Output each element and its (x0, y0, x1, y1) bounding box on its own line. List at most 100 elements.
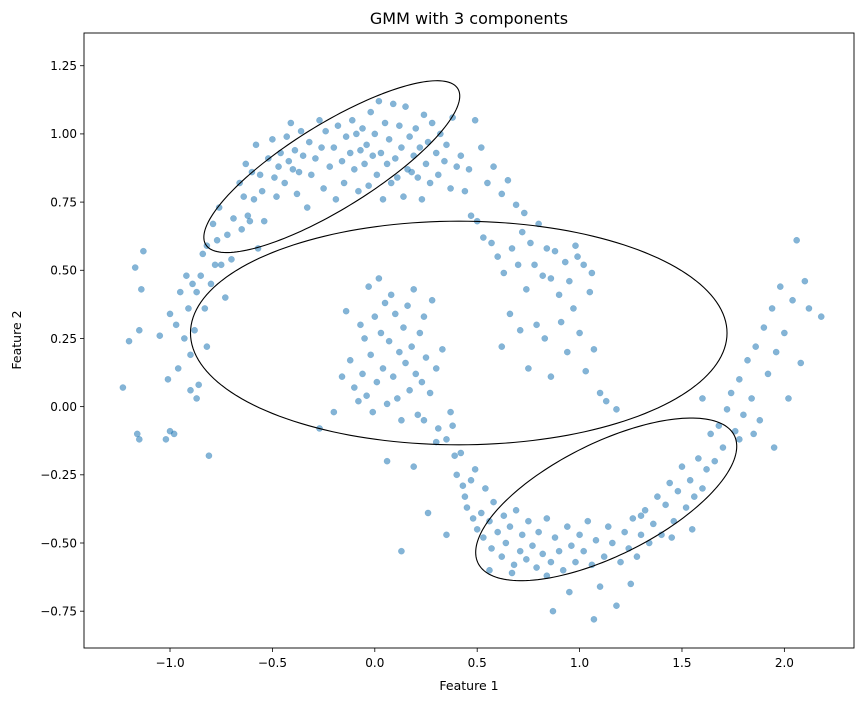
data-point (410, 463, 418, 470)
data-point (735, 376, 743, 383)
data-point (494, 528, 502, 536)
data-point (549, 607, 557, 615)
data-point (305, 138, 313, 146)
y-tick-label: −0.25 (40, 468, 77, 482)
data-point (441, 157, 448, 165)
data-point (164, 376, 172, 383)
data-point (135, 436, 143, 443)
data-point (547, 373, 555, 380)
data-point (414, 174, 422, 181)
data-point (666, 479, 674, 487)
data-point (707, 430, 715, 438)
data-point (381, 119, 389, 127)
data-point (207, 280, 215, 288)
data-point (330, 408, 338, 416)
data-point (213, 236, 221, 244)
data-point (703, 466, 710, 473)
data-point (817, 313, 825, 320)
data-point (459, 482, 467, 490)
data-point (252, 141, 260, 149)
data-point (393, 395, 401, 402)
data-point (533, 564, 540, 571)
data-point (350, 384, 358, 391)
data-point (187, 351, 194, 359)
data-point (246, 217, 254, 225)
data-point (744, 356, 751, 364)
data-point (273, 193, 280, 200)
data-point (750, 430, 758, 438)
data-point (383, 400, 391, 408)
x-tick-label: −0.5 (258, 656, 287, 670)
data-point (172, 321, 180, 329)
data-point (439, 346, 446, 353)
data-point (215, 204, 223, 211)
data-point (543, 245, 551, 252)
data-point (502, 539, 510, 547)
data-point (307, 171, 315, 179)
y-tick-label: 0.25 (50, 332, 77, 346)
data-point (457, 152, 465, 160)
data-point (574, 253, 581, 260)
data-point (590, 616, 598, 623)
data-point (535, 220, 542, 228)
data-point (506, 523, 514, 530)
data-point (586, 288, 594, 296)
data-point (199, 250, 207, 258)
data-point (377, 149, 385, 157)
data-point (133, 430, 141, 438)
data-point (432, 365, 440, 372)
data-point (570, 305, 577, 312)
data-point (357, 321, 364, 329)
data-point (170, 430, 178, 438)
data-point (363, 392, 370, 400)
data-point (541, 335, 549, 342)
data-point (785, 395, 792, 402)
data-point (772, 348, 780, 356)
data-point (637, 512, 645, 520)
data-point (119, 384, 127, 391)
data-point (633, 553, 641, 560)
y-tick-label: 0.50 (50, 264, 77, 278)
data-point (557, 318, 565, 326)
data-point (469, 515, 477, 522)
data-point (789, 296, 796, 304)
data-point (181, 335, 188, 342)
data-point (443, 531, 450, 539)
data-point (293, 190, 301, 198)
data-point (760, 324, 768, 331)
data-point (447, 408, 454, 416)
data-point (764, 370, 772, 378)
data-point (473, 526, 481, 533)
data-point (404, 302, 411, 310)
data-point (316, 116, 323, 124)
data-point (629, 515, 637, 522)
data-point (551, 534, 559, 541)
data-point (584, 517, 592, 525)
data-point (498, 190, 506, 198)
data-point (617, 558, 624, 566)
data-point (361, 160, 368, 168)
data-point (479, 234, 487, 241)
data-point (467, 212, 475, 220)
data-point (295, 168, 303, 176)
data-point (203, 343, 211, 350)
data-point (604, 523, 612, 530)
data-point (271, 174, 278, 181)
data-point (340, 179, 348, 187)
data-point (410, 152, 418, 160)
data-point (346, 356, 354, 364)
data-point (498, 343, 506, 350)
x-tick-label: 1.5 (672, 656, 691, 670)
data-point (312, 155, 319, 162)
data-point (420, 111, 428, 119)
data-point (428, 119, 436, 127)
data-point (504, 176, 512, 184)
data-point (682, 504, 690, 511)
data-point (756, 416, 764, 424)
data-point (385, 337, 393, 345)
data-point (408, 343, 416, 350)
data-point (529, 542, 536, 550)
data-point (533, 321, 540, 329)
